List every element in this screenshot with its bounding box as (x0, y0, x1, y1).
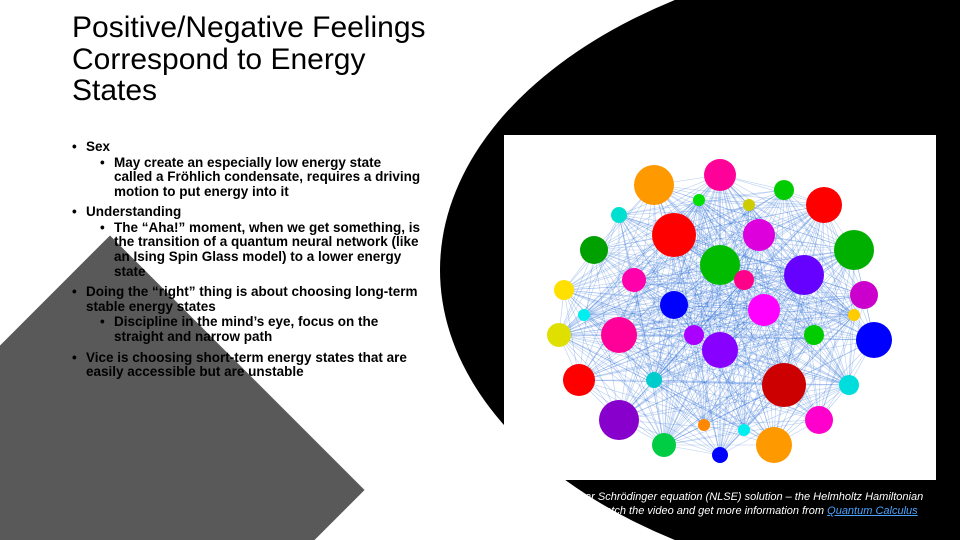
slide: Positive/Negative Feelings Correspond to… (0, 0, 960, 540)
bullet-list: SexMay create an especially low energy s… (72, 140, 422, 386)
network-diagram (504, 135, 936, 480)
bullet-item: Discipline in the mind’s eye, focus on t… (100, 315, 422, 344)
bullet-item: Vice is choosing short-term energy state… (72, 351, 422, 380)
bullet-item: Doing the “right” thing is about choosin… (72, 285, 422, 344)
bullet-item: The “Aha!” moment, when we get something… (100, 221, 422, 279)
bullet-item: SexMay create an especially low energy s… (72, 140, 422, 199)
bullet-item: UnderstandingThe “Aha!” moment, when we … (72, 205, 422, 279)
figure-caption: Another nonlinear Schrödinger equation (… (508, 490, 948, 519)
caption-link[interactable]: Quantum Calculus (827, 505, 918, 517)
bullet-item: May create an especially low energy stat… (100, 156, 422, 200)
slide-title: Positive/Negative Feelings Correspond to… (72, 12, 432, 107)
